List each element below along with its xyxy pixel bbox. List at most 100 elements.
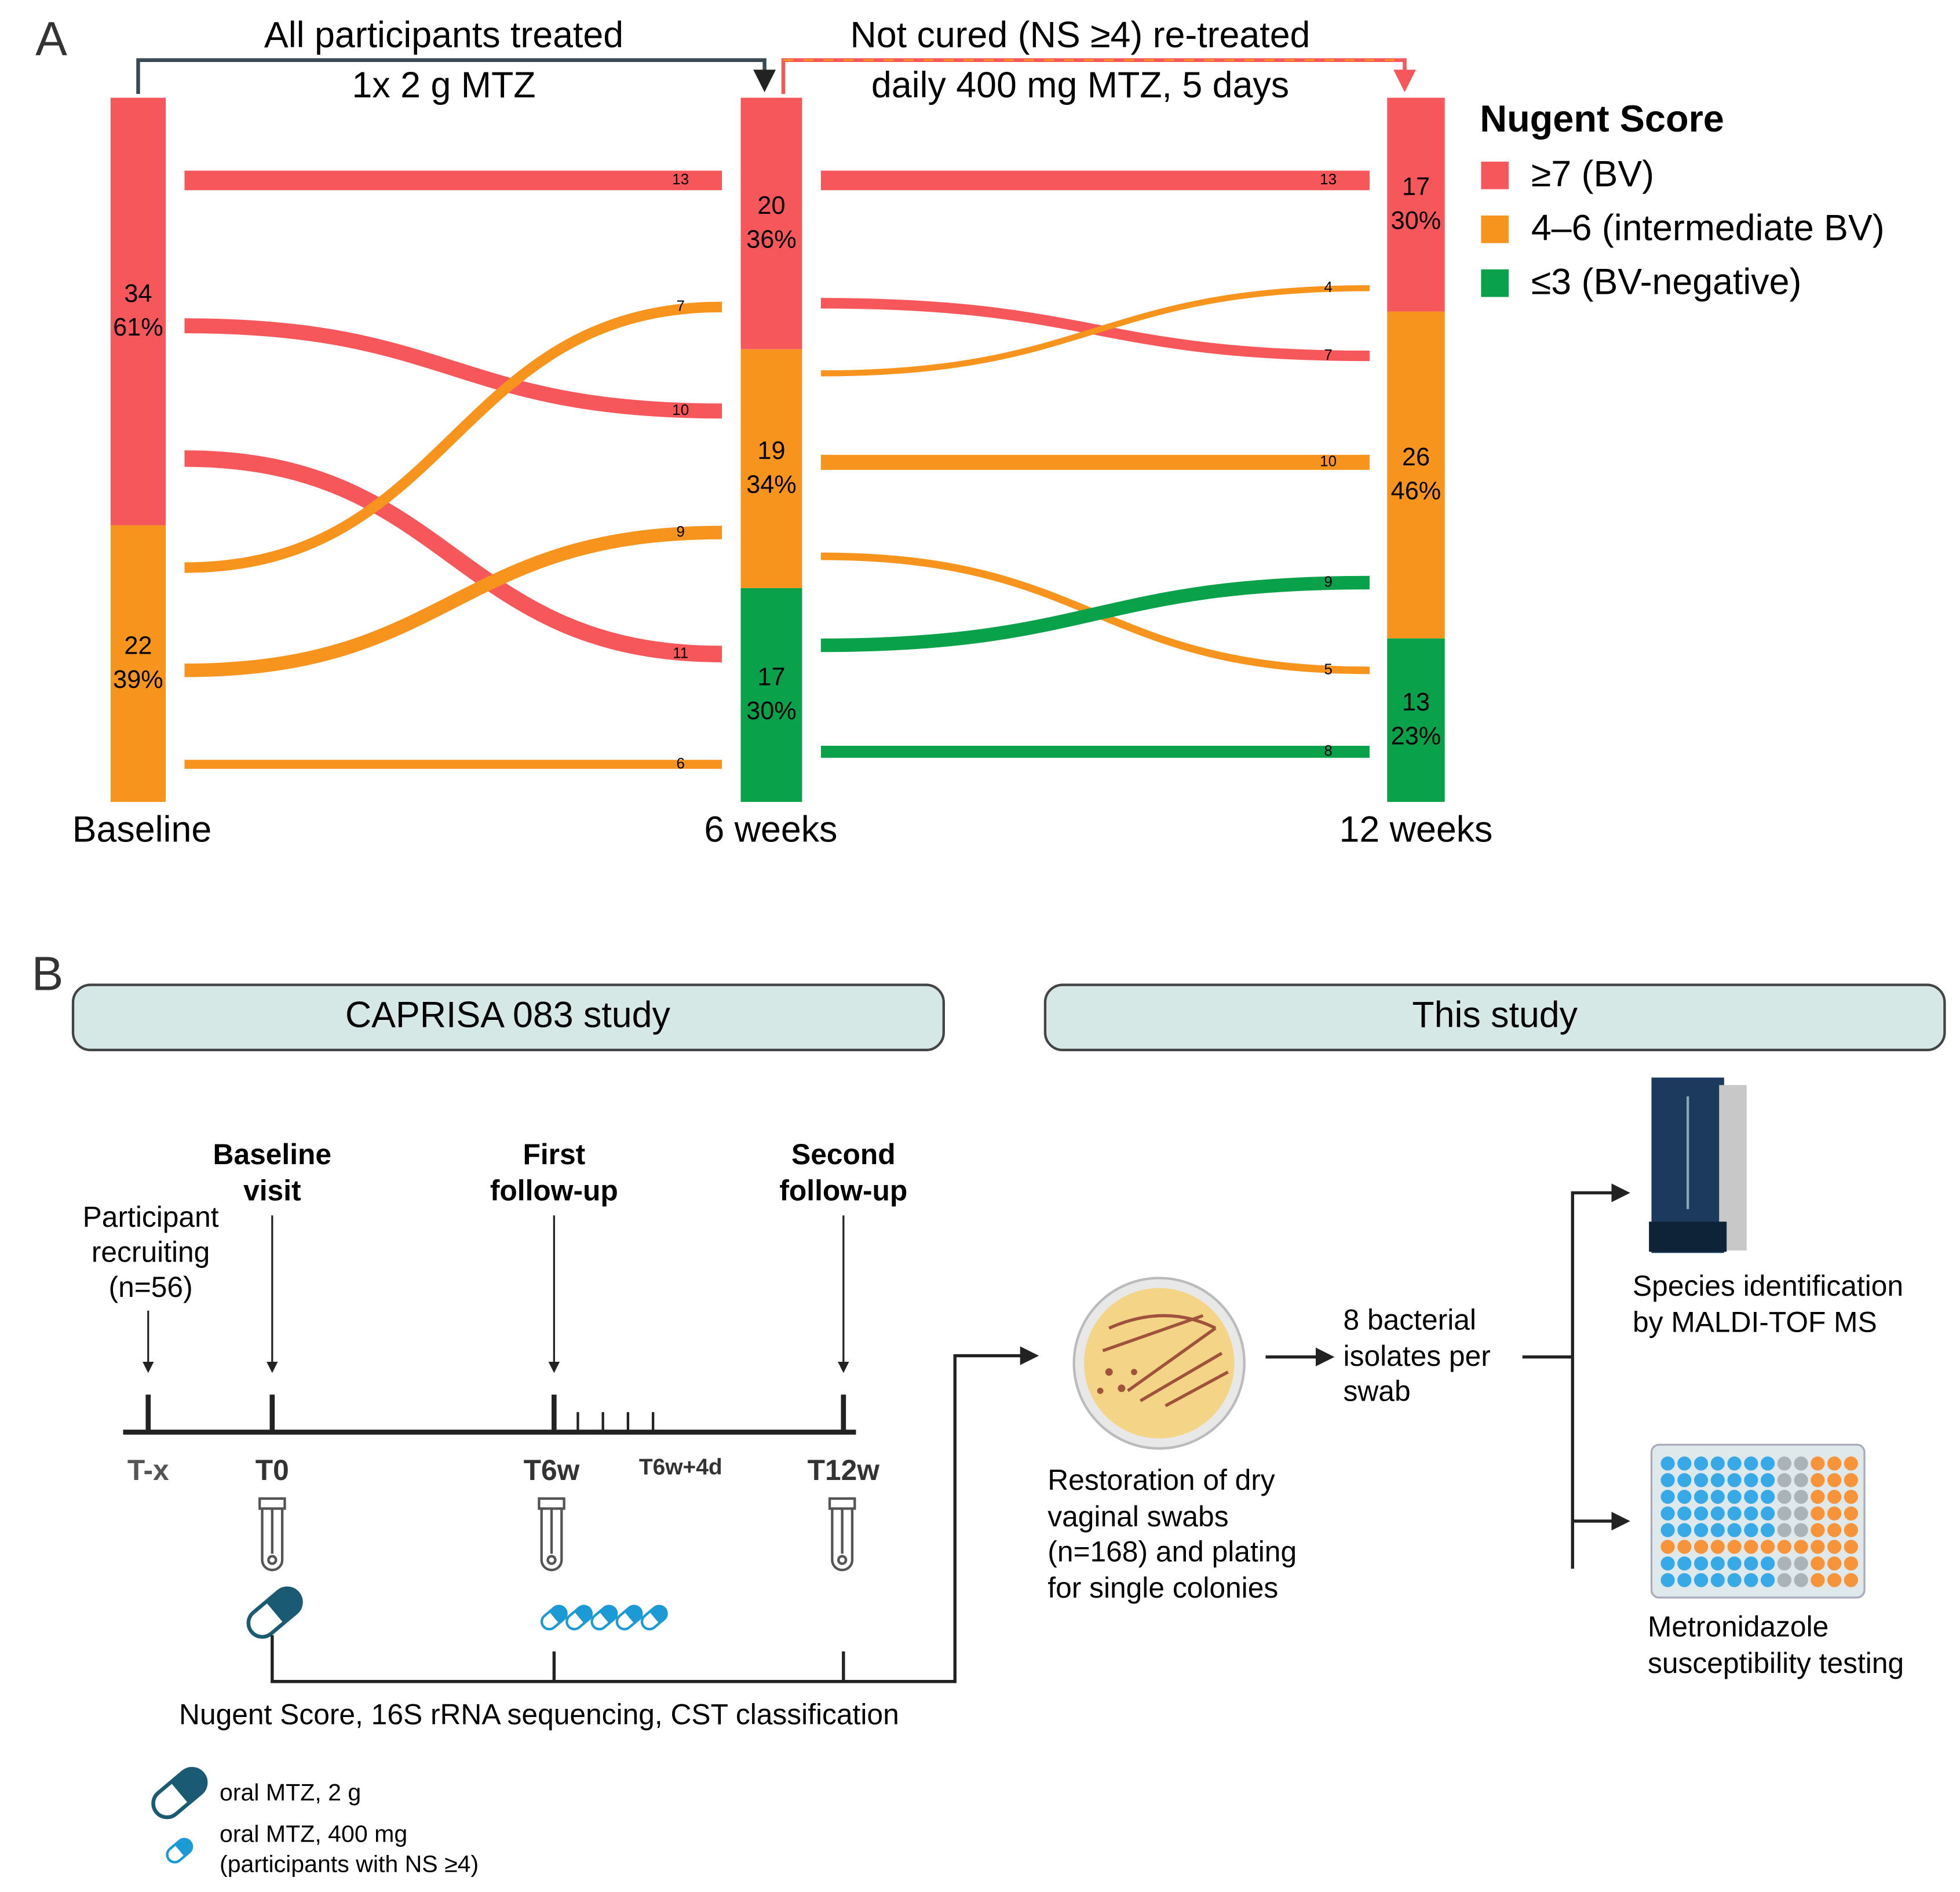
well (1811, 1523, 1825, 1537)
well (1761, 1523, 1775, 1537)
timepoint: T6w+4d (639, 1454, 722, 1479)
well (1794, 1523, 1808, 1537)
node-count: 20 (757, 192, 785, 220)
legend-pill-large (151, 1767, 208, 1820)
flow-label: 10 (1320, 454, 1337, 470)
legend-label: ≤3 (BV-negative) (1531, 261, 1801, 302)
petri-dish (1072, 1277, 1246, 1450)
well (1677, 1489, 1692, 1504)
flow-label: 10 (672, 402, 689, 418)
well (1677, 1456, 1692, 1471)
well (1727, 1540, 1742, 1554)
stage-label: Baseline (72, 809, 211, 850)
box-label: CAPRISA 083 study (345, 994, 671, 1035)
well (1677, 1573, 1692, 1587)
pill-large (246, 1586, 303, 1639)
well (1827, 1523, 1842, 1537)
well (1660, 1540, 1675, 1554)
maldi-instrument (1649, 1077, 1747, 1253)
node-percent: 46% (1391, 477, 1441, 505)
well (1777, 1523, 1791, 1537)
visit-arrows (143, 1215, 849, 1373)
flow-line (271, 1346, 1039, 1683)
visit-label: (n=56) (109, 1271, 193, 1303)
node-percent: 61% (113, 313, 163, 341)
ast-label: Metronidazole (1648, 1610, 1828, 1643)
node-percent: 36% (746, 225, 797, 253)
flow-label: 5 (1324, 662, 1332, 678)
legend-swatch (1481, 215, 1509, 243)
well (1727, 1523, 1742, 1537)
node-percent: 34% (746, 471, 797, 498)
well (1660, 1489, 1675, 1504)
box (1043, 983, 1946, 1052)
culture-label: (n=168) and plating (1047, 1535, 1297, 1567)
well (1727, 1506, 1742, 1521)
well (1844, 1506, 1859, 1521)
well (1660, 1556, 1675, 1571)
well (1727, 1473, 1742, 1488)
maldi-label: Species identification (1633, 1270, 1903, 1302)
box (71, 983, 945, 1052)
well (1677, 1556, 1692, 1571)
node-percent: 30% (1391, 207, 1441, 235)
well (1827, 1489, 1842, 1504)
node-count: 17 (1402, 173, 1430, 200)
flow-label: 13 (1320, 172, 1337, 188)
well (1744, 1489, 1758, 1504)
well (1727, 1489, 1742, 1504)
header: All participants treated (264, 14, 623, 55)
well (1777, 1540, 1791, 1554)
well (1811, 1489, 1825, 1504)
flow (820, 575, 1370, 652)
well (1777, 1556, 1791, 1571)
well (1677, 1473, 1692, 1488)
well (1811, 1573, 1825, 1587)
panel-label: B (32, 947, 64, 1000)
timepoint: T0 (256, 1454, 289, 1486)
branch-line (1522, 1355, 1574, 1569)
timepoint: T6w (524, 1454, 580, 1486)
well (1761, 1540, 1775, 1554)
well (1693, 1523, 1709, 1537)
well (1811, 1556, 1825, 1571)
well (1844, 1473, 1859, 1488)
well (1777, 1506, 1791, 1521)
well (1844, 1523, 1859, 1537)
visit-label: Second (791, 1138, 896, 1171)
well (1761, 1506, 1775, 1521)
flow-label: 7 (677, 298, 685, 315)
node-count: 19 (757, 437, 785, 465)
well (1660, 1523, 1675, 1537)
pill-small (540, 1605, 668, 1631)
well (1794, 1573, 1808, 1587)
well (1827, 1473, 1842, 1488)
well (1727, 1556, 1742, 1571)
legend-label: ≥7 (BV) (1531, 154, 1654, 194)
flow-label: 11 (673, 646, 688, 662)
microplate (1650, 1443, 1866, 1599)
node-bar (1387, 97, 1445, 312)
box-label: This study (1412, 994, 1578, 1035)
well (1710, 1506, 1725, 1521)
node-count: 13 (1402, 688, 1430, 716)
flow (184, 526, 722, 677)
node-count: 26 (1402, 443, 1430, 471)
bracket-arrow (136, 58, 776, 94)
well (1827, 1573, 1842, 1587)
stage-label: 6 weeks (704, 809, 837, 850)
well (1744, 1573, 1758, 1587)
flow-label: 9 (677, 524, 685, 540)
visit-label: First (523, 1138, 585, 1171)
legend-label: oral MTZ, 2 g (220, 1779, 361, 1806)
timepoint: T12w (808, 1454, 880, 1486)
well (1811, 1456, 1825, 1471)
well (1693, 1489, 1709, 1504)
legend-label: 4–6 (intermediate BV) (1531, 207, 1885, 248)
branch-arrow (1571, 1183, 1630, 1357)
well (1744, 1456, 1758, 1471)
flow-label: 6 (677, 756, 685, 772)
node-percent: 39% (113, 666, 163, 694)
node-bar (110, 97, 166, 526)
